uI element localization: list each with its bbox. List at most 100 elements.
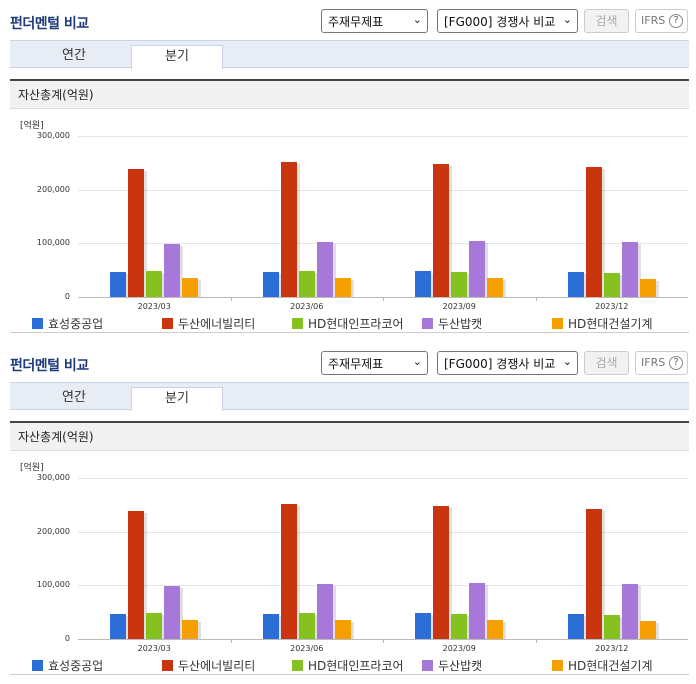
statement-select[interactable]: 주재무제표 ⌄ [321, 351, 428, 375]
chevron-down-icon: ⌄ [412, 355, 422, 368]
legend-item[interactable]: 효성중공업 [32, 315, 103, 332]
x-tick-label: 2023/06 [290, 644, 324, 653]
bar-shadow [655, 622, 659, 639]
bar-1-3[interactable] [316, 583, 336, 639]
bar-1-4[interactable] [334, 620, 354, 639]
gridline [78, 243, 688, 245]
bar-2-2[interactable] [451, 613, 471, 639]
bar-0-1[interactable] [128, 169, 148, 297]
bar-2-0[interactable] [415, 271, 435, 297]
bar-1-3[interactable] [316, 241, 336, 297]
x-tick-label: 2023/06 [290, 302, 324, 311]
bar-1-1[interactable] [280, 504, 300, 639]
bar-0-4[interactable] [182, 277, 202, 297]
bar-0-0[interactable] [110, 613, 130, 639]
bar-shadow [583, 274, 587, 297]
bar-shadow [601, 168, 605, 297]
bar-2-0[interactable] [415, 613, 435, 639]
legend-item[interactable]: 두산에너빌리티 [162, 315, 255, 332]
bar-1-0[interactable] [262, 614, 282, 639]
bar-3-3[interactable] [621, 241, 641, 297]
gridline [78, 531, 688, 533]
peer-group-select[interactable]: [FG000] 경쟁사 비교 ⌄ [437, 9, 578, 33]
bar-2-3[interactable] [469, 240, 489, 297]
total-assets-chart: [억원] 0 100,000 200,000 300,000 2023/03 2023/06… [10, 454, 689, 654]
legend-item[interactable]: 효성중공업 [32, 657, 103, 674]
period-tabs: 연간 분기 [10, 40, 689, 69]
legend-swatch [552, 660, 563, 671]
bar-1-1[interactable] [280, 162, 300, 297]
bar-3-4[interactable] [639, 278, 659, 297]
bar-shadow [449, 508, 453, 639]
bar-shadow [467, 615, 471, 639]
legend-item[interactable]: HD현대인프라코어 [292, 657, 404, 674]
bar-shadow [314, 615, 318, 639]
bar-3-1[interactable] [585, 508, 605, 639]
bar-1-4[interactable] [334, 278, 354, 297]
bar-0-1[interactable] [128, 511, 148, 639]
statement-select[interactable]: 주재무제표 ⌄ [321, 9, 428, 33]
bar-shadow [278, 274, 282, 297]
bar-shadow [180, 245, 184, 297]
bar-3-0[interactable] [567, 272, 587, 297]
bar-0-4[interactable] [182, 619, 202, 639]
y-tick-label: 0 [64, 292, 70, 301]
legend-swatch [292, 660, 303, 671]
bar-3-3[interactable] [621, 583, 641, 639]
bar-shadow [601, 510, 605, 639]
bar-0-3[interactable] [164, 585, 184, 639]
legend-item[interactable]: HD현대건설기계 [552, 657, 653, 674]
bar-1-2[interactable] [298, 613, 318, 639]
bar-shadow [583, 616, 587, 639]
bar-shadow [503, 279, 507, 297]
ifrs-button[interactable]: IFRS ? [635, 9, 688, 33]
gridline [78, 189, 688, 191]
x-axis-separator [230, 639, 232, 643]
tab-quarterly[interactable]: 분기 [131, 45, 223, 69]
bar-0-2[interactable] [146, 613, 166, 639]
legend-item[interactable]: HD현대건설기계 [552, 315, 653, 332]
bar-shadow [332, 585, 336, 639]
bar-shadow [619, 274, 623, 297]
legend-item[interactable]: 두산에너빌리티 [162, 657, 255, 674]
bar-3-2[interactable] [603, 614, 623, 639]
bar-3-4[interactable] [639, 620, 659, 639]
section-title: 자산총계(억원) [10, 79, 689, 109]
bar-2-4[interactable] [487, 277, 507, 297]
ifrs-button[interactable]: IFRS ? [635, 351, 688, 375]
tab-quarterly[interactable]: 분기 [131, 387, 223, 411]
bar-1-0[interactable] [262, 272, 282, 297]
bar-2-2[interactable] [451, 271, 471, 297]
bar-shadow [637, 243, 641, 297]
bar-2-1[interactable] [433, 164, 453, 297]
bar-1-2[interactable] [298, 271, 318, 297]
bar-0-0[interactable] [110, 271, 130, 297]
bar-0-3[interactable] [164, 243, 184, 297]
tab-annual[interactable]: 연간 [62, 48, 86, 63]
bar-2-4[interactable] [487, 619, 507, 639]
bar-shadow [278, 616, 282, 639]
legend-item[interactable]: 두산밥캣 [422, 657, 482, 674]
bar-3-1[interactable] [585, 166, 605, 297]
bar-shadow [332, 243, 336, 297]
total-assets-chart: [억원] 0 100,000 200,000 300,000 2023/03 2023/06… [10, 112, 689, 312]
y-tick-label: 0 [64, 634, 70, 643]
bar-3-0[interactable] [567, 614, 587, 639]
tab-annual[interactable]: 연간 [62, 390, 86, 405]
legend-item[interactable]: HD현대인프라코어 [292, 315, 404, 332]
legend-item[interactable]: 두산밥캣 [422, 315, 482, 332]
legend-swatch [162, 318, 173, 329]
bar-0-2[interactable] [146, 271, 166, 297]
y-tick-label: 200,000 [36, 184, 70, 194]
bar-2-3[interactable] [469, 582, 489, 639]
bar-shadow [350, 280, 354, 297]
bar-shadow [350, 622, 354, 639]
bar-shadow [198, 279, 202, 297]
search-button[interactable]: 검색 [584, 351, 629, 375]
bar-shadow [162, 273, 166, 297]
peer-group-select[interactable]: [FG000] 경쟁사 비교 ⌄ [437, 351, 578, 375]
search-button[interactable]: 검색 [584, 9, 629, 33]
bar-3-2[interactable] [603, 272, 623, 297]
legend-label: HD현대인프라코어 [308, 317, 404, 331]
bar-2-1[interactable] [433, 506, 453, 639]
